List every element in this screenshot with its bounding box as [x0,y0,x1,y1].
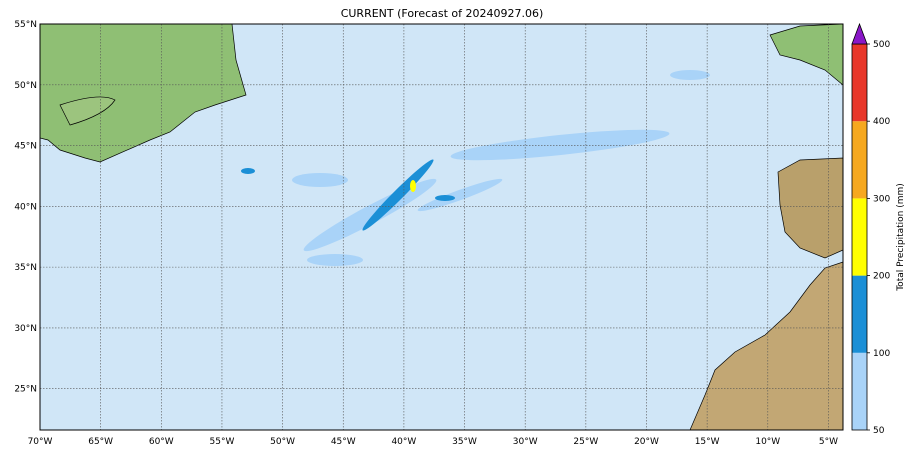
x-tick-label: 25°W [573,437,598,447]
x-tick-label: 65°W [88,437,113,447]
title: CURRENT (Forecast of 20240927.06) [341,7,544,20]
x-tick-label: 5°W [819,437,838,447]
y-tick-label: 45°N [14,142,37,152]
colorbar-segment [852,275,867,353]
x-tick-label: 55°W [210,437,235,447]
x-tick-label: 35°W [452,437,477,447]
y-tick-label: 50°N [14,81,37,91]
colorbar-segment [852,121,867,199]
map-frame [39,23,844,431]
x-tick-label: 10°W [755,437,780,447]
colorbar-tick-label: 50 [873,426,885,436]
colorbar-segment [852,198,867,276]
colorbar-tick-label: 300 [873,194,890,204]
colorbar-tick-label: 200 [873,272,890,282]
y-tick-label: 30°N [14,324,37,334]
colorbar-segment [852,352,867,430]
x-tick-label: 60°W [149,437,174,447]
y-tick-label: 40°N [14,202,37,212]
precipitation [241,70,710,266]
x-tick-label: 45°W [331,437,356,447]
y-tick-label: 55°N [14,20,37,30]
x-tick-label: 15°W [695,437,720,447]
x-tick-label: 50°W [270,437,295,447]
y-tick-label: 25°N [14,385,37,395]
x-tick-label: 30°W [513,437,538,447]
colorbar-segment [852,44,867,122]
colorbar-tick-label: 500 [873,40,890,50]
x-tick-label: 20°W [634,437,659,447]
land [39,23,844,431]
x-tick-label: 40°W [391,437,416,447]
colorbar-tick-label: 400 [873,117,890,127]
colorbar-label: Total Precipitation (mm) [896,183,906,292]
y-tick-label: 35°N [14,263,37,273]
colorbar-extend [851,22,868,45]
x-tick-label: 70°W [28,437,53,447]
colorbar-tick-label: 100 [873,349,890,359]
